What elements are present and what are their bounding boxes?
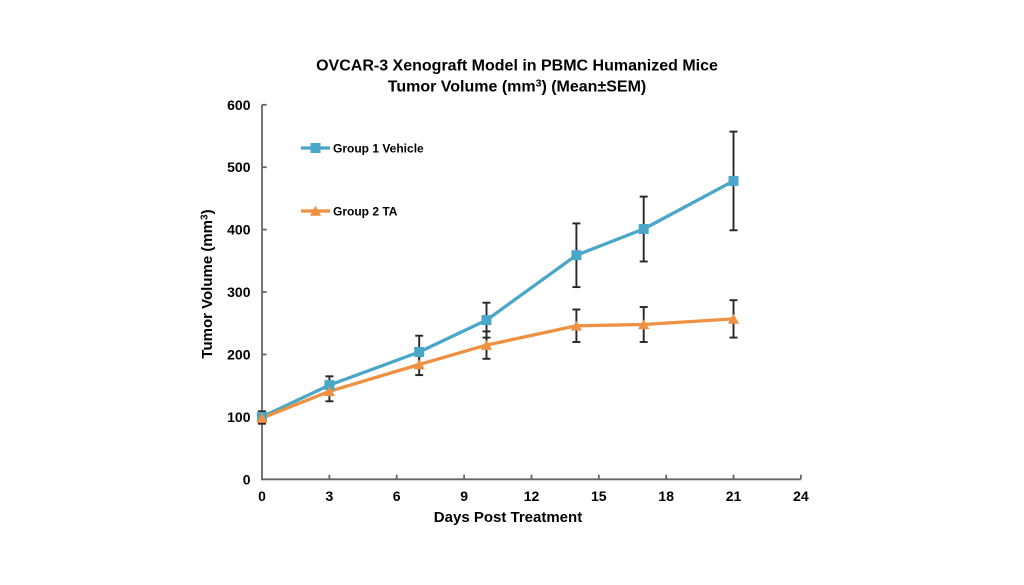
svg-text:200: 200 [227,347,251,363]
svg-text:12: 12 [524,488,540,504]
svg-text:600: 600 [227,97,251,113]
svg-text:Days Post Treatment: Days Post Treatment [434,509,582,526]
svg-text:24: 24 [793,488,809,504]
svg-text:Group 1 Vehicle: Group 1 Vehicle [333,142,424,156]
svg-text:9: 9 [460,488,468,504]
svg-text:Group 2 TA: Group 2 TA [333,205,398,219]
svg-text:Tumor Volume (mm3): Tumor Volume (mm3) [199,209,216,358]
svg-text:15: 15 [591,488,607,504]
svg-text:Tumor Volume (mm3) (Mean±SEM): Tumor Volume (mm3) (Mean±SEM) [388,78,646,96]
svg-text:6: 6 [393,488,401,504]
svg-text:0: 0 [258,488,266,504]
svg-text:500: 500 [227,159,251,175]
svg-text:0: 0 [243,471,251,487]
svg-text:400: 400 [227,222,251,238]
svg-text:100: 100 [227,409,251,425]
svg-text:300: 300 [227,284,251,300]
svg-text:21: 21 [726,488,742,504]
svg-text:18: 18 [658,488,674,504]
svg-text:3: 3 [326,488,334,504]
svg-text:OVCAR-3 Xenograft Model in PBM: OVCAR-3 Xenograft Model in PBMC Humanize… [316,58,718,75]
